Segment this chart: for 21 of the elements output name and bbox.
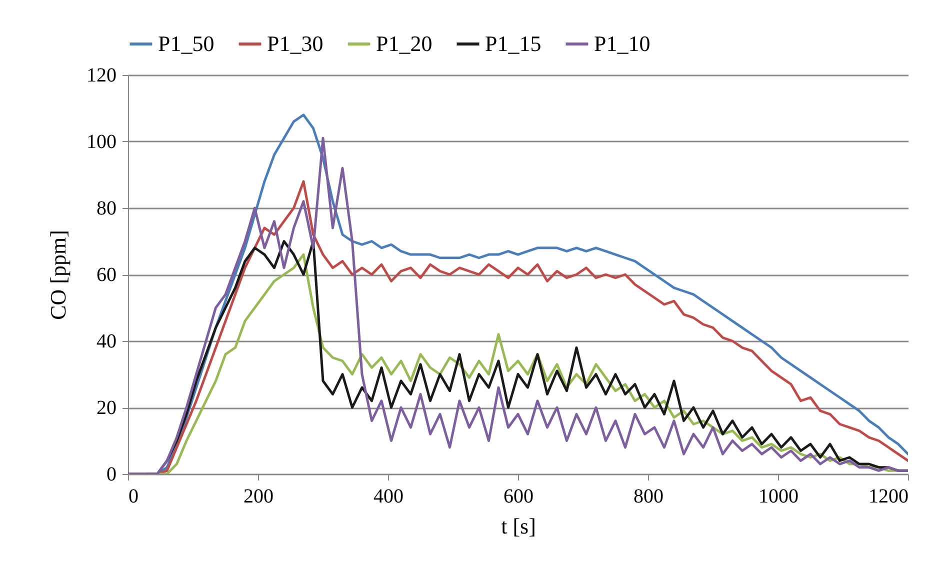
legend-label: P1_50 (158, 31, 214, 56)
x-tick-label: 0 (128, 486, 138, 508)
y-axis-title: CO [ppm] (46, 230, 70, 320)
y-tick-label: 120 (86, 64, 116, 86)
x-tick-label: 800 (634, 486, 664, 508)
x-tick-label: 1200 (868, 486, 908, 508)
legend-label: P1_20 (376, 31, 432, 56)
y-tick-label: 20 (96, 397, 116, 419)
y-tick-label: 40 (96, 330, 116, 352)
x-tick-label: 200 (244, 486, 274, 508)
y-tick-label: 0 (106, 464, 116, 486)
x-tick-label: 400 (374, 486, 404, 508)
legend-label: P1_15 (485, 31, 542, 56)
legend-label: P1_10 (594, 31, 650, 56)
y-tick-label: 100 (86, 131, 116, 153)
y-tick-label: 60 (96, 264, 116, 286)
x-tick-label: 600 (504, 486, 534, 508)
x-tick-label: 1000 (758, 486, 798, 508)
x-axis-title: t [s] (501, 514, 536, 538)
y-tick-label: 80 (96, 198, 116, 220)
legend-label: P1_30 (267, 31, 324, 56)
